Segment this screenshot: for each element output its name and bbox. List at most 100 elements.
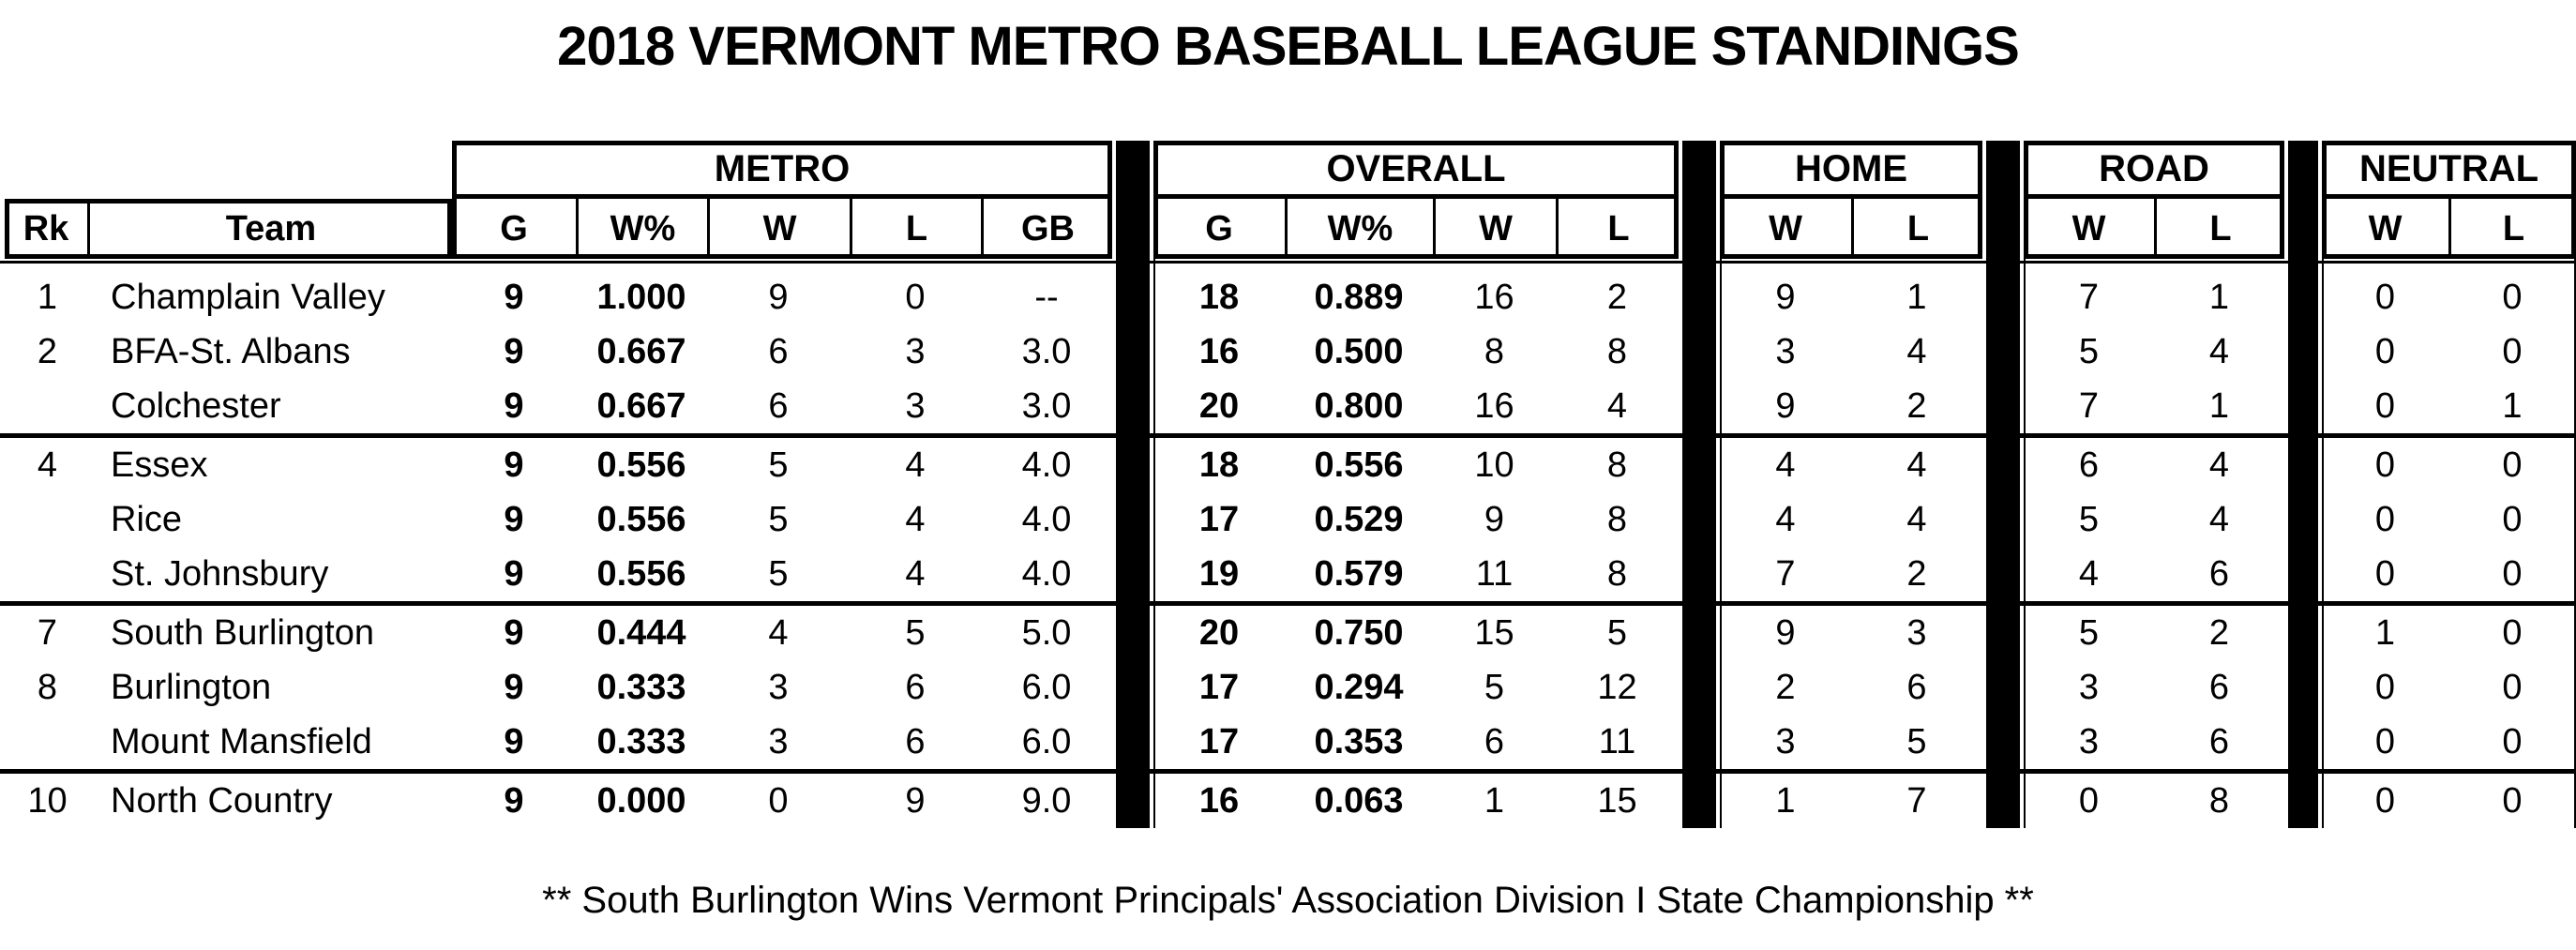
cell-overall-wpct: 0.529: [1314, 499, 1404, 539]
cell-overall-w: 1: [1484, 780, 1505, 821]
cell-rank: [5, 492, 90, 547]
cell-metro-wpct: 1.000: [596, 277, 686, 317]
cell-road-l: 8: [2208, 780, 2230, 821]
cell-neutral-w: 0: [2374, 277, 2396, 317]
cell-overall-l: 2: [1606, 277, 1628, 317]
cell-metro-l: 4: [905, 553, 926, 594]
cell-home-l: 4: [1906, 331, 1927, 371]
cell-metro-l: 5: [905, 612, 926, 653]
cell-home-w: 9: [1775, 612, 1796, 653]
cell-neutral-l: 0: [2502, 445, 2523, 485]
cell-road-w: 3: [2078, 667, 2100, 707]
cell-overall-wpct: 0.556: [1314, 445, 1404, 485]
rank-group-separator: [0, 601, 2576, 606]
cell-metro-l: 9: [905, 780, 926, 821]
cell-neutral-w: 0: [2374, 385, 2396, 426]
row-header-box: [5, 199, 452, 259]
cell-road-w: 5: [2078, 499, 2100, 539]
cell-overall-l: 12: [1597, 667, 1637, 707]
cell-rank: 4: [37, 445, 58, 485]
cell-metro-wpct: 0.667: [596, 385, 686, 426]
col-header-road-w: W: [2071, 208, 2106, 249]
cell-rank: [5, 715, 90, 769]
cell-neutral-l: 0: [2502, 780, 2523, 821]
cell-team: Rice: [111, 499, 183, 539]
cell-neutral-l: 1: [2502, 385, 2523, 426]
group-header-neutral: NEUTRAL: [2322, 141, 2576, 199]
cell-metro-l: 3: [905, 385, 926, 426]
cell-metro-gb: --: [1034, 277, 1059, 317]
cell-metro-wpct: 0.556: [596, 553, 686, 594]
cell-overall-l: 8: [1606, 445, 1628, 485]
cell-overall-l: 8: [1606, 331, 1628, 371]
cell-overall-g: 18: [1198, 445, 1240, 485]
cell-overall-g: 20: [1198, 612, 1240, 653]
col-header-home-w: W: [1769, 208, 1802, 249]
col-header-metro-wpct: W%: [576, 199, 707, 259]
cell-team: South Burlington: [111, 612, 374, 653]
cell-home-w: 2: [1775, 667, 1796, 707]
cell-overall-w: 9: [1484, 499, 1505, 539]
cell-rank: 8: [37, 667, 58, 707]
cell-neutral-l: 0: [2502, 667, 2523, 707]
cell-overall-w: 10: [1474, 445, 1514, 485]
cell-home-l: 7: [1906, 780, 1927, 821]
cell-overall-w: 15: [1474, 612, 1514, 653]
cell-overall-g: 20: [1198, 385, 1240, 426]
cell-metro-g: 9: [504, 445, 524, 485]
cell-home-w: 4: [1775, 499, 1796, 539]
col-header-overall-g: G: [1205, 208, 1233, 249]
cell-metro-gb: 3.0: [1021, 385, 1072, 426]
cell-neutral-w: 0: [2374, 445, 2396, 485]
cell-home-w: 7: [1775, 553, 1796, 594]
col-header-metro-gb: GB: [981, 199, 1112, 259]
cell-overall-l: 5: [1606, 612, 1628, 653]
cell-overall-wpct: 0.750: [1314, 612, 1404, 653]
group-header-home: HOME: [1720, 141, 1982, 199]
cell-overall-g: 17: [1198, 499, 1240, 539]
cell-neutral-w: 0: [2374, 499, 2396, 539]
col-header-home-l: L: [1851, 199, 1982, 259]
group-box-metro: [452, 141, 1112, 259]
cell-metro-gb: 9.0: [1021, 780, 1072, 821]
cell-home-w: 3: [1775, 331, 1796, 371]
standings-table: METRO OVERALL HOME ROAD NEUTRAL Rk Team …: [0, 141, 2576, 828]
cell-overall-w: 16: [1474, 277, 1514, 317]
cell-road-l: 4: [2208, 499, 2230, 539]
cell-overall-l: 8: [1606, 499, 1628, 539]
cell-overall-wpct: 0.579: [1314, 553, 1404, 594]
cell-neutral-w: 0: [2374, 553, 2396, 594]
col-header-neutral-l: L: [2448, 199, 2576, 259]
cell-road-l: 2: [2208, 612, 2230, 653]
cell-home-w: 9: [1775, 277, 1796, 317]
cell-metro-g: 9: [504, 612, 524, 653]
cell-metro-l: 4: [905, 445, 926, 485]
cell-home-l: 4: [1906, 499, 1927, 539]
cell-overall-wpct: 0.500: [1314, 331, 1404, 371]
cell-overall-g: 17: [1198, 667, 1240, 707]
cell-road-l: 4: [2208, 445, 2230, 485]
column-border-line: [1720, 259, 1722, 828]
group-header-metro: METRO: [452, 141, 1112, 199]
cell-home-l: 3: [1906, 612, 1927, 653]
cell-overall-w: 16: [1474, 385, 1514, 426]
col-header-overall-w: W: [1433, 199, 1556, 259]
cell-metro-gb: 6.0: [1021, 721, 1072, 762]
cell-neutral-w: 0: [2374, 331, 2396, 371]
cell-team: St. Johnsbury: [111, 553, 329, 594]
page-title: 2018 VERMONT METRO BASEBALL LEAGUE STAND…: [557, 16, 2020, 77]
cell-rank: 7: [37, 612, 58, 653]
cell-metro-l: 3: [905, 331, 926, 371]
cell-team: Essex: [111, 445, 208, 485]
cell-metro-wpct: 0.333: [596, 721, 686, 762]
cell-metro-w: 6: [768, 331, 789, 371]
cell-road-l: 6: [2208, 553, 2230, 594]
cell-metro-wpct: 0.556: [596, 445, 686, 485]
cell-overall-w: 6: [1484, 721, 1505, 762]
cell-metro-gb: 4.0: [1021, 445, 1072, 485]
cell-road-l: 6: [2208, 667, 2230, 707]
cell-metro-gb: 6.0: [1021, 667, 1072, 707]
cell-overall-w: 8: [1484, 331, 1505, 371]
col-header-metro-w: W: [707, 199, 850, 259]
column-border-line: [1153, 259, 1155, 828]
